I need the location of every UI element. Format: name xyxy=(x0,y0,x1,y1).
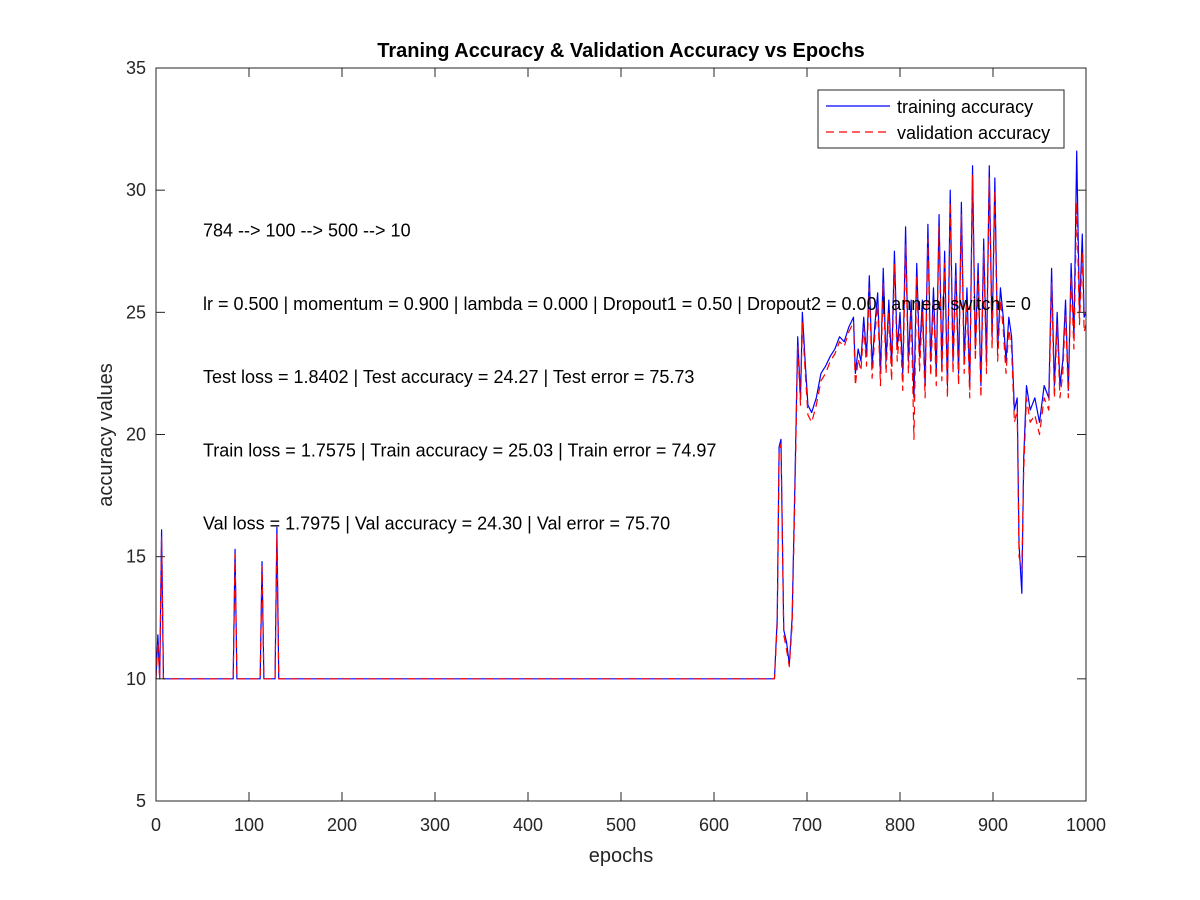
plot-frame xyxy=(155,67,1087,802)
y-tick-label: 30 xyxy=(126,180,146,200)
y-tick-label: 35 xyxy=(126,58,146,78)
x-tick-label: 100 xyxy=(234,815,264,835)
x-tick-label: 900 xyxy=(978,815,1008,835)
x-tick-label: 500 xyxy=(606,815,636,835)
annotation-layer: 784 --> 100 --> 500 --> 10 lr = 0.500 | m… xyxy=(203,220,1031,533)
y-tick-label: 25 xyxy=(126,302,146,322)
y-tick-label: 20 xyxy=(126,425,146,445)
chart-title: Traning Accuracy & Validation Accuracy v… xyxy=(377,40,865,62)
x-tick-label: 700 xyxy=(792,815,822,835)
x-tick-label: 400 xyxy=(513,815,543,835)
legend-label-validation: validation accuracy xyxy=(897,123,1050,143)
series-line-validation xyxy=(155,174,1087,680)
y-tick-label: 15 xyxy=(126,547,146,567)
legend: training accuracy validation accuracy xyxy=(817,89,1065,149)
legend-box xyxy=(817,89,1065,149)
y-tick-label: 10 xyxy=(126,669,146,689)
x-axis-label: epochs xyxy=(589,845,654,867)
annotation-text-3: Test loss = 1.8402 | Test accuracy = 24.… xyxy=(203,367,694,387)
x-tick-label: 0 xyxy=(151,815,161,835)
annotation-text-4: Train loss = 1.7575 | Train accuracy = 2… xyxy=(203,440,716,460)
tick-layer: 0 100 200 300 400 500 600 700 800 900 1000 5 10 15 20 2… xyxy=(126,58,1106,835)
y-tick-label: 5 xyxy=(136,791,146,811)
annotation-text-5: Val loss = 1.7975 | Val accuracy = 24.30… xyxy=(203,514,670,534)
x-tick-label: 800 xyxy=(885,815,915,835)
y-axis-label: accuracy values xyxy=(95,363,117,506)
x-tick-label: 200 xyxy=(327,815,357,835)
legend-label-training: training accuracy xyxy=(897,97,1033,117)
annotation-text-1: 784 --> 100 --> 500 --> 10 xyxy=(203,220,411,240)
x-tick-label: 1000 xyxy=(1066,815,1106,835)
data-layer xyxy=(155,150,1087,680)
x-tick-label: 300 xyxy=(420,815,450,835)
annotation-text-2: lr = 0.500 | momentum = 0.900 | lambda =… xyxy=(203,294,1031,314)
x-tick-label: 600 xyxy=(699,815,729,835)
